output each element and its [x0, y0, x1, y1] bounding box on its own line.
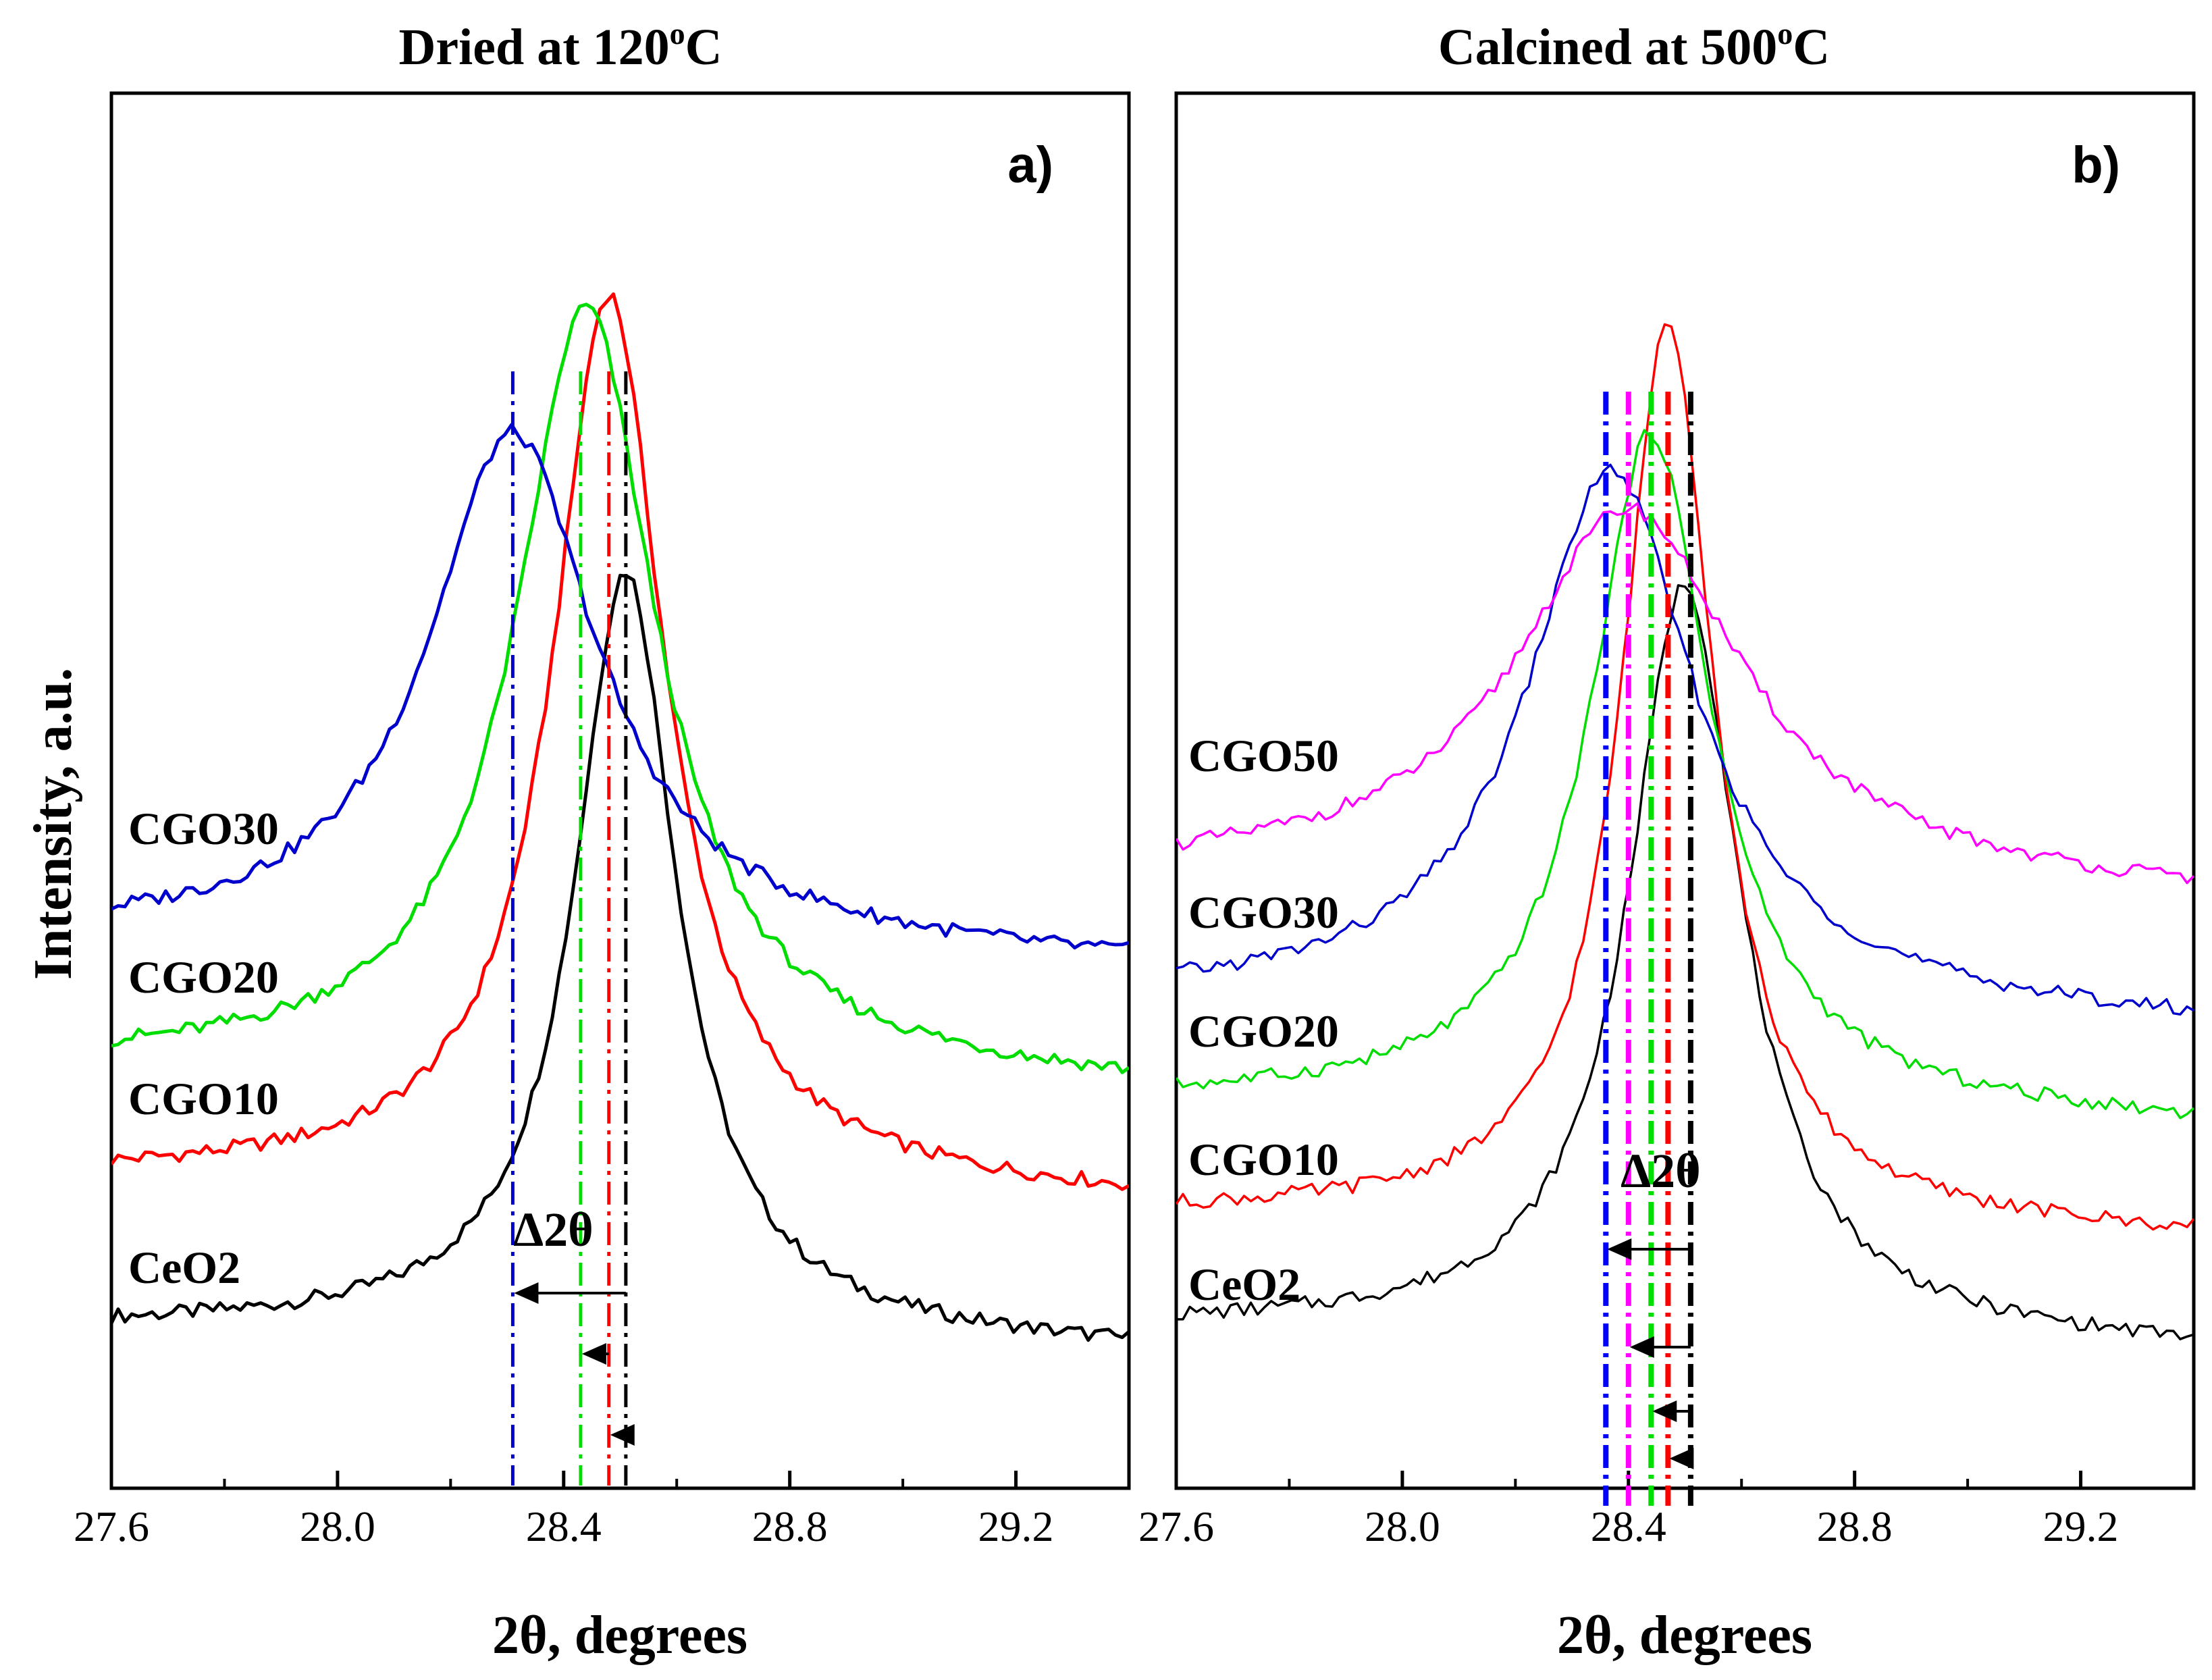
x-tick-label: 29.2 [978, 1502, 1054, 1550]
series-cgo20-line [111, 303, 1129, 1074]
panel-a-shift-arrows [514, 1282, 635, 1446]
x-tick-label: 27.6 [74, 1502, 149, 1550]
panel-b-x-axis: 27.6 28.0 28.4 28.8 29.2 [1138, 1471, 2119, 1550]
x-tick-label: 28.8 [1817, 1502, 1893, 1550]
series-cgo30-line [111, 423, 1129, 950]
panel-a-y-axis-label: Intensity, a.u. [24, 668, 83, 980]
panel-a-x-axis: 27.6 28.0 28.4 28.8 29.2 [74, 1471, 1054, 1550]
series-label-ceo2: CeO2 [128, 1242, 240, 1293]
panel-b-curves [1176, 323, 2194, 1340]
x-tick-label: 28.4 [1591, 1502, 1666, 1550]
panel-b-shift-arrows [1607, 1238, 1694, 1469]
series-label-cgo30: CGO30 [1188, 887, 1339, 938]
delta-2theta-label: Δ2θ [513, 1203, 594, 1257]
series-label-cgo10: CGO10 [1188, 1134, 1339, 1185]
panel-b: Calcined at 500oC 27.6 28.0 28.4 28.8 29.2 Δ2… [1138, 16, 2196, 1665]
series-label-ceo2: CeO2 [1188, 1259, 1300, 1310]
delta-2theta-label: Δ2θ [1621, 1144, 1701, 1198]
panel-b-x-axis-label: 2θ, degrees [1557, 1606, 1812, 1665]
series-label-cgo50: CGO50 [1188, 730, 1339, 781]
series-cgo50-line [1176, 502, 2194, 885]
x-tick-label: 27.6 [1138, 1502, 1214, 1550]
series-label-cgo20: CGO20 [1188, 1005, 1339, 1057]
series-label-cgo30: CGO30 [128, 803, 279, 854]
panel-a: Dried at 120oC 27.6 28.0 28.4 28.8 29.2 Δ2θ Ce… [24, 16, 1131, 1665]
series-label-cgo10: CGO10 [128, 1073, 279, 1124]
x-tick-label: 28.8 [752, 1502, 828, 1550]
panel-a-curves [111, 292, 1129, 1342]
series-cgo10-line [1176, 323, 2194, 1231]
panel-a-x-axis-label: 2θ, degrees [492, 1606, 747, 1665]
series-cgo10-line [111, 292, 1129, 1191]
series-cgo30-line [1176, 463, 2194, 1016]
x-tick-label: 29.2 [2043, 1502, 2119, 1550]
series-label-cgo20: CGO20 [128, 951, 279, 1003]
x-tick-label: 28.0 [1365, 1502, 1440, 1550]
panel-b-plot-frame [1174, 91, 2196, 1490]
series-ceo2-line [111, 573, 1129, 1342]
panel-b-title: Calcined at 500oC [1438, 16, 1830, 76]
panel-a-peak-markers [510, 371, 628, 1486]
x-tick-label: 28.0 [300, 1502, 375, 1550]
panel-a-plot-frame [109, 91, 1131, 1490]
panel-a-series-labels: CeO2 CGO10 CGO20 CGO30 [128, 803, 279, 1293]
x-tick-label: 28.4 [526, 1502, 602, 1550]
panel-b-peak-markers [1603, 392, 1693, 1506]
series-cgo20-line [1176, 429, 2194, 1120]
panel-a-label: a) [1007, 136, 1053, 194]
series-ceo2-line [1176, 584, 2194, 1340]
panel-a-title: Dried at 120oC [399, 16, 722, 76]
panel-b-series-labels: CeO2 CGO10 CGO20 CGO30 CGO50 [1188, 730, 1339, 1310]
panel-b-label: b) [2072, 136, 2120, 194]
